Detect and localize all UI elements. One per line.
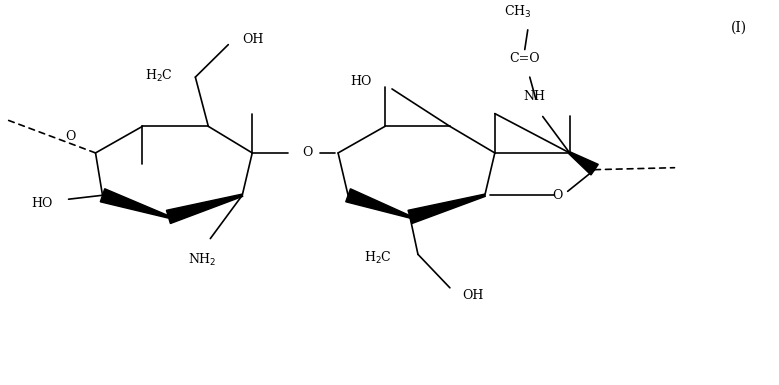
Polygon shape — [100, 189, 169, 218]
Text: OH: OH — [242, 33, 263, 46]
Text: O: O — [552, 189, 563, 202]
Text: NH$_2$: NH$_2$ — [188, 253, 217, 268]
Polygon shape — [408, 194, 485, 224]
Polygon shape — [346, 189, 411, 218]
Text: H$_2$C: H$_2$C — [364, 250, 392, 266]
Text: HO: HO — [351, 75, 372, 87]
Text: HO: HO — [31, 197, 53, 210]
Text: (I): (I) — [731, 21, 747, 35]
Text: CH$_3$: CH$_3$ — [504, 4, 531, 20]
Text: H$_2$C: H$_2$C — [145, 68, 172, 84]
Polygon shape — [167, 194, 242, 224]
Polygon shape — [569, 152, 598, 175]
Text: OH: OH — [462, 289, 483, 302]
Text: C=O: C=O — [509, 52, 540, 65]
Text: O: O — [65, 130, 76, 143]
Text: NH: NH — [523, 90, 546, 103]
Text: O: O — [302, 146, 312, 159]
